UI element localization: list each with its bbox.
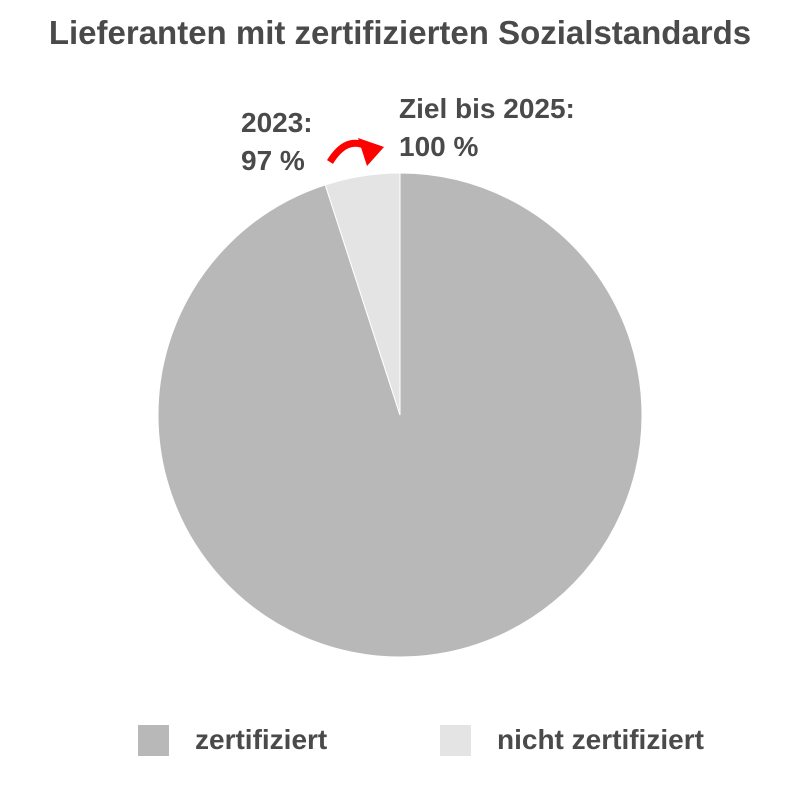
legend: zertifiziert nicht zertifiziert [0,720,800,760]
curved-arrow-icon [327,138,384,166]
pie-slices [157,172,643,658]
chart-title: Lieferanten mit zertifizierten Sozialsta… [48,14,752,51]
annotation-target-label: Ziel bis 2025: [399,93,575,124]
pie-slice-nicht-zertifiziert [324,172,401,416]
legend-label-nicht-zertifiziert: nicht zertifiziert [497,724,704,755]
legend-swatch-nicht-zertifiziert [440,724,471,756]
legend-item-nicht-zertifiziert: nicht zertifiziert [440,720,704,760]
annotation-target-value: 100 % [399,131,479,162]
annotation-2023: 2023: 97 % [241,104,313,180]
annotation-target-2025: Ziel bis 2025: 100 % [399,90,575,166]
legend-item-zertifiziert: zertifiziert [138,720,327,760]
annotation-2023-year: 2023: [241,107,313,138]
annotation-2023-value: 97 % [241,145,305,176]
legend-label-zertifiziert: zertifiziert [195,724,328,755]
legend-swatch-zertifiziert [138,724,169,756]
